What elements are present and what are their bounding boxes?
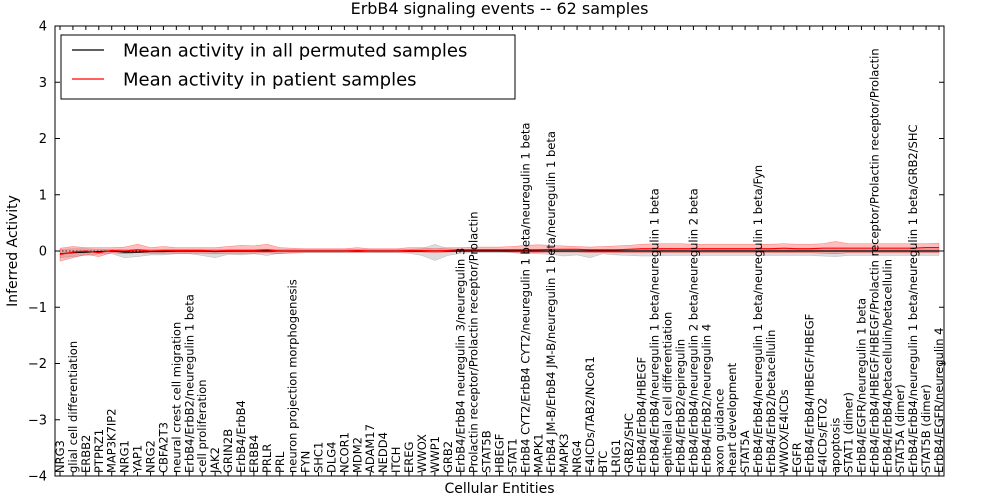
x-category-label: ErbB4/EGFR/neuregulin 4 [932,328,946,473]
x-category-label: YAP1 [131,445,145,474]
x-category-label: cell proliferation [195,379,209,473]
y-tick-label: −2 [28,357,47,372]
x-category-label: PRL [273,451,287,473]
x-category-label: MAPK3 [557,433,571,473]
x-category-label: NRG2 [143,440,157,473]
x-category-label: MDM2 [350,437,364,473]
x-category-label: ErbB4 CYT2/ErbB4 CYT2/neuregulin 1 beta/… [518,123,532,473]
x-category-label: ErbB4/ErbB4/betacellulin/betacellulin [880,259,894,473]
x-category-label: EGFR [790,442,804,473]
legend-label-permuted: Mean activity in all permuted samples [123,40,467,61]
x-category-label: STAT1 [505,438,519,473]
x-category-label: WWOX/E4ICDs [777,389,791,473]
x-category-label: JAK2 [208,447,222,474]
x-category-label: STAT5B [480,430,494,473]
x-category-label: ErbB4/ErbB2/neuregulin 1 beta [182,294,196,473]
x-category-label: LRIG1 [609,439,623,473]
x-category-label: ErbB4/ErbB2/betacellulin [764,330,778,473]
x-category-label: DLG4 [324,442,338,474]
x-category-label: MAP3K7IP2 [105,408,119,473]
x-category-label: Prolactin receptor/Prolactin receptor/Pr… [467,211,481,473]
y-tick-label: −1 [28,301,47,316]
y-tick-label: 4 [39,20,47,35]
y-tick-label: 1 [39,188,47,203]
x-category-label: ErbB4/ErbB4/HBEGF/HBEGF/Prolactin recept… [867,48,881,473]
confidence-band-permuted [59,243,940,261]
x-category-label: ErbB4/ErbB4 neuregulin 3/neuregulin 3 [454,248,468,473]
x-category-label: NCOR1 [337,432,351,473]
x-category-label: FYN [299,451,313,473]
legend: Mean activity in all permuted samples Me… [60,34,516,100]
x-category-label: EREG [402,442,416,473]
x-category-label: ErbB4/ErbB4/neuregulin 1 beta/neuregulin… [648,188,662,473]
x-category-label: MAPK1 [531,433,545,473]
chart-title: ErbB4 signaling events -- 62 samples [351,0,649,18]
x-category-label: PRLR [260,444,274,473]
y-tick-label: 3 [39,76,47,91]
x-category-label: apoptosis [829,418,843,473]
x-category-label: BTC [596,451,610,473]
series-line-patient [59,247,939,255]
x-category-label: E4ICDs/ETO2 [816,398,830,473]
x-category-label: GRB2 [441,441,455,473]
x-category-label: SHC1 [312,442,326,473]
x-category-label: ErbB4/EGFR/neuregulin 1 beta [854,298,868,473]
x-category-label: GRIN2B [221,429,235,473]
y-tick-label: 2 [39,132,47,147]
x-category-label: WWOX [415,434,429,473]
x-category-label: epithelial cell differentiation [661,312,675,473]
x-category-label: PTPRZ1 [92,429,106,473]
x-category-label: STAT5B (dimer) [919,384,933,473]
x-category-label: ErbB4/ErbB4/neuregulin 1 beta/neuregulin… [906,124,920,473]
x-category-label: ERBB2 [79,435,93,473]
x-category-label: ErbB4/ErbB4/neuregulin 1 beta/neuregulin… [751,165,765,473]
x-category-label: ITCH [389,447,403,473]
y-tick-label: −4 [28,470,47,485]
x-axis-title: Cellular Entities [444,481,554,497]
y-tick-label: −3 [28,413,47,428]
x-category-label: ErbB4/ErbB2/neuregulin 4 [699,324,713,473]
x-category-label: ErbB4/ErbB4 [234,400,248,473]
x-category-label: NRG1 [118,440,132,473]
x-category-label: E4ICDs/TAB2/NCoR1 [583,356,597,473]
x-category-label: STAT5A (dimer) [893,384,907,473]
x-category-label: axon guidance [712,389,726,473]
x-category-label: STAT1 (dimer) [842,392,856,473]
legend-label-patient: Mean activity in patient samples [123,69,417,90]
x-category-label: WWP1 [428,436,442,473]
x-category-label: CBFA2T3 [156,422,170,473]
x-category-label: ErbB4/ErbB4/HBEGF/HBEGF [803,314,817,473]
x-category-label: NRG4 [570,440,584,473]
x-category-label: HBEGF [493,434,507,473]
x-category-label: ERBB4 [247,435,261,473]
x-category-label: ADAM17 [363,424,377,473]
x-category-label: NRG3 [53,440,67,473]
x-category-label: heart development [725,362,739,473]
x-category-label: STAT5A [738,430,752,473]
x-category-label: glial cell differentiation [66,341,80,473]
legend-box [60,34,516,100]
x-category-label: NEDD4 [376,432,390,473]
x-category-label: neuron projection morphogenesis [286,279,300,473]
y-axis-title: Inferred Activity [5,195,21,307]
y-tick-label: 0 [39,245,47,260]
x-category-label: ErbB4/ErbB2/epiregulin [673,339,687,473]
x-category-label: GRB2/SHC [622,413,636,473]
x-category-label: neural crest cell migration [169,322,183,473]
x-category-label: ErbB4/ErbB4/neuregulin 2 beta/neuregulin… [686,188,700,473]
x-category-label: ErbB4 JM-B/ErbB4 JM-B/neuregulin 1 beta/… [544,131,558,473]
x-category-label: ErbB4/ErbB4/HBEGF [635,357,649,473]
